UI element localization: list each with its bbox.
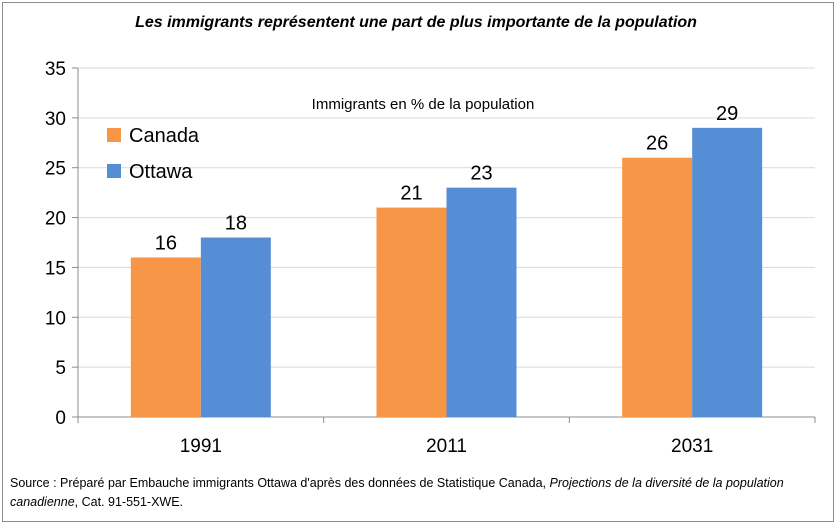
legend-swatch-canada [107,128,121,142]
source-suffix: , Cat. 91-551-XWE. [74,495,184,509]
source-prefix: Source : Préparé par Embauche immigrants… [10,476,550,490]
bar-ottawa [446,187,517,417]
y-tick-label: 30 [45,109,66,130]
data-label: 29 [716,103,738,125]
y-tick-label: 0 [55,408,66,429]
y-tick-label: 5 [55,358,66,379]
data-label: 23 [470,163,492,185]
x-tick-label: 1991 [180,436,222,457]
chart-title: Les immigrants représentent une part de … [135,14,697,31]
y-tick-label: 15 [45,258,66,279]
y-tick-label: 25 [45,159,66,180]
bar-ottawa [200,237,271,417]
x-tick-label: 2011 [426,436,467,457]
data-label: 26 [646,133,668,155]
y-tick-label: 10 [45,308,66,329]
bar-canada [376,207,447,417]
legend-swatch-ottawa [107,164,121,178]
data-label: 16 [155,232,177,254]
y-tick-label: 35 [45,59,66,80]
source-italic: Projections de la diversité de la popula… [10,476,784,509]
source-note: Source : Préparé par Embauche immigrants… [10,474,810,512]
legend-label-canada: Canada [129,125,200,147]
x-tick-label: 2031 [671,436,713,457]
chart-subtitle: Immigrants en % de la population [312,96,535,113]
bar-canada [622,157,693,417]
data-label: 18 [225,213,247,235]
bar-canada [130,257,201,417]
y-tick-label: 20 [45,209,66,230]
data-label: 21 [400,183,422,205]
bar-ottawa [692,127,763,417]
legend-label-ottawa: Ottawa [129,161,193,183]
